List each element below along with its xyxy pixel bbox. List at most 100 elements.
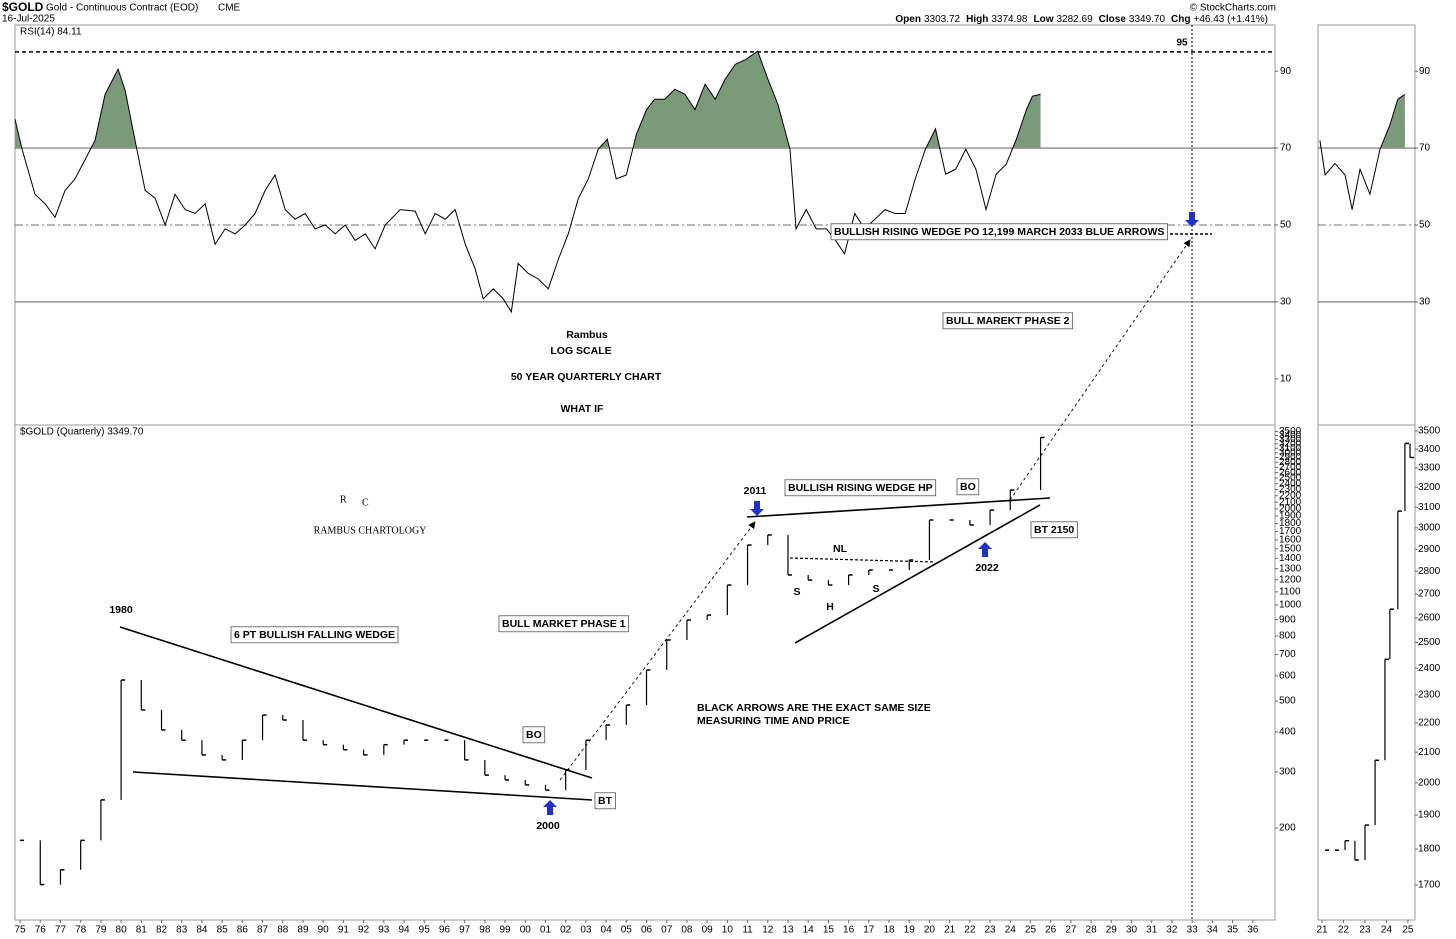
trendlines <box>119 233 1212 801</box>
date: 16-Jul-2025 <box>2 14 55 25</box>
y-tick-label: 2900 <box>1418 544 1441 555</box>
y-tick-label: 1500 <box>1279 543 1302 554</box>
x-tick-label: 84 <box>196 925 208 936</box>
annotation: S <box>872 583 879 595</box>
blue-arrow <box>750 501 764 516</box>
x-tick-label: 33 <box>1187 925 1199 936</box>
y-tick-label: 2100 <box>1418 747 1441 758</box>
y-tick-label: 3000 <box>1279 447 1302 458</box>
x-tick-label: 00 <box>520 925 532 936</box>
quote-label: Low <box>1034 14 1054 25</box>
x-tick-label: 05 <box>621 925 633 936</box>
annotation: BLACK ARROWS ARE THE EXACT SAME SIZE <box>697 702 931 714</box>
annotation: 2022 <box>975 562 999 574</box>
x-tick-label: 76 <box>35 925 47 936</box>
x-tick-label: 77 <box>55 925 67 936</box>
y-tick-label: 2000 <box>1418 777 1441 788</box>
symbol: $GOLD <box>2 0 44 14</box>
x-tick-label: 10 <box>722 925 734 936</box>
x-tick-label: 07 <box>661 925 673 936</box>
x-tick-label: 86 <box>237 925 249 936</box>
annotation: Rambus <box>566 329 608 341</box>
annotation: BO <box>526 729 542 741</box>
x-tick-label: 87 <box>257 925 269 936</box>
x-tick-label: 14 <box>803 925 815 936</box>
y-tick-label: 3100 <box>1418 502 1441 513</box>
measure-arrow <box>559 521 756 781</box>
y-tick-label: 800 <box>1279 631 1296 642</box>
annotation-box <box>830 223 1168 241</box>
blue-arrow <box>1185 212 1199 227</box>
y-tick-label: 600 <box>1279 670 1296 681</box>
x-tick-label: 25 <box>1025 925 1037 936</box>
x-tick-label: 01 <box>540 925 552 936</box>
y-tick-label: 3100 <box>1279 443 1302 454</box>
y-tick-label: 1900 <box>1279 511 1302 522</box>
y-tick-label: 1600 <box>1279 535 1302 546</box>
x-tick-label: 94 <box>398 925 410 936</box>
overbought-fill <box>1319 94 1405 149</box>
x-tick-label: 80 <box>116 925 128 936</box>
x-tick-label: 22 <box>964 925 976 936</box>
y-tick-label: 3200 <box>1418 482 1441 493</box>
quote-value: +46.43 (+1.41%) <box>1194 14 1269 25</box>
annotation: S <box>793 586 800 598</box>
logo: R C RAMBUS CHARTOLOGY <box>314 494 427 536</box>
y-tick-label: 900 <box>1279 614 1296 625</box>
x-tick-label: 26 <box>1045 925 1057 936</box>
y-tick-label: 1000 <box>1279 600 1302 611</box>
x-tick-label: 19 <box>904 925 916 936</box>
y-tick-label: 1800 <box>1418 844 1441 855</box>
y-tick-label: 3400 <box>1418 444 1441 455</box>
x-tick-label: 24 <box>1381 925 1393 936</box>
price-title: $GOLD (Quarterly) 3349.70 <box>20 427 144 438</box>
logo-text: RAMBUS CHARTOLOGY <box>314 525 427 536</box>
y-tick-label: 2500 <box>1279 473 1302 484</box>
trendline <box>119 626 593 779</box>
overbought-fill <box>15 51 1041 149</box>
x-tick-label: 04 <box>601 925 613 936</box>
x-tick-label: 16 <box>843 925 855 936</box>
x-tick-label: 06 <box>641 925 653 936</box>
credit: © StockCharts.com <box>1190 3 1276 14</box>
quote-label: Chg <box>1171 14 1190 25</box>
y-tick-label: 1200 <box>1279 574 1302 585</box>
y-tick-label: 2200 <box>1418 718 1441 729</box>
annotation: BULLISH RISING WEDGE HP <box>788 482 933 494</box>
x-tick-label: 18 <box>883 925 895 936</box>
x-tick-label: 36 <box>1247 925 1259 936</box>
x-tick-label: 09 <box>702 925 714 936</box>
x-tick-label: 95 <box>419 925 431 936</box>
annotation: BULLISH RISING WEDGE PO 12,199 MARCH 203… <box>834 226 1164 238</box>
y-tick-label: 1700 <box>1279 526 1302 537</box>
annotation-box <box>942 312 1074 330</box>
trendline <box>794 504 1041 644</box>
inset-frame <box>1317 24 1416 921</box>
x-tick-label: 28 <box>1086 925 1098 936</box>
x-tick-label: 35 <box>1227 925 1239 936</box>
y-tick-label: 3000 <box>1418 522 1441 533</box>
annotation: 50 YEAR QUARTERLY CHART <box>511 371 662 383</box>
annotation: LOG SCALE <box>550 345 611 357</box>
x-tick-label: 34 <box>1207 925 1219 936</box>
y-tick-label: 2300 <box>1418 690 1441 701</box>
x-tick-label: 92 <box>358 925 370 936</box>
x-tick-label: 29 <box>1106 925 1118 936</box>
annotation-box <box>1030 521 1078 539</box>
y-tick-label: 1700 <box>1418 880 1441 891</box>
x-tick-label: 75 <box>14 925 26 936</box>
y-tick-label: 2100 <box>1279 497 1302 508</box>
annotation: BT 2150 <box>1034 524 1074 536</box>
y-tick-label: 50 <box>1419 220 1431 231</box>
y-tick-label: 1900 <box>1418 810 1441 821</box>
quote-value: 3303.72 <box>924 14 961 25</box>
instrument: Gold - Continuous Contract (EOD) <box>46 3 198 14</box>
y-tick-label: 2500 <box>1418 637 1441 648</box>
y-tick-label: 2700 <box>1418 589 1441 600</box>
y-tick-label: 3500 <box>1418 426 1441 437</box>
x-tick-label: 21 <box>1317 925 1329 936</box>
quote-stats: Open 3303.72 High 3374.98 Low 3282.69 Close 334… <box>895 14 1268 25</box>
x-tick-label: 98 <box>479 925 491 936</box>
rsi-line <box>14 50 1041 314</box>
x-tick-label: 25 <box>1402 925 1414 936</box>
